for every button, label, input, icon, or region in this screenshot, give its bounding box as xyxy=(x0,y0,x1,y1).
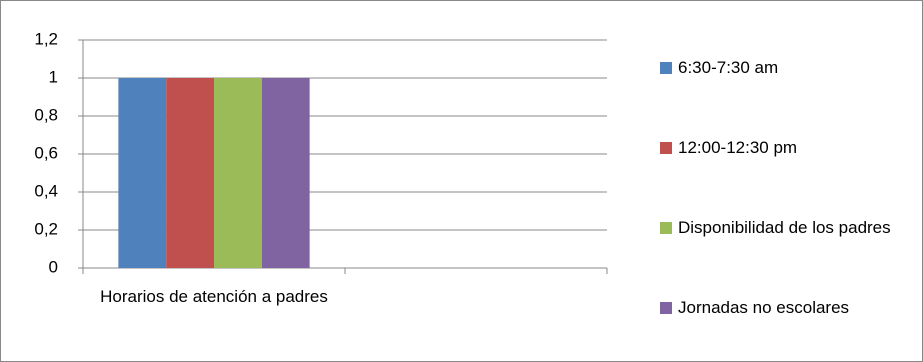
bar xyxy=(261,78,310,268)
legend-label: 6:30-7:30 am xyxy=(678,58,779,77)
legend-label: Disponibilidad de los padres xyxy=(678,218,891,237)
y-tick-label: 0,8 xyxy=(34,105,58,124)
legend-label: 12:00-12:30 pm xyxy=(678,138,798,157)
y-tick-label: 0,6 xyxy=(34,143,58,162)
x-tick-label: Horarios de atención a padres xyxy=(100,287,328,306)
legend-swatch xyxy=(660,62,672,74)
y-tick-label: 0,4 xyxy=(34,181,58,200)
legend-item: Disponibilidad de los padres xyxy=(660,215,920,241)
y-tick-label: 1 xyxy=(49,67,58,86)
bar xyxy=(166,78,214,268)
legend-item: Jornadas no escolares xyxy=(660,295,920,321)
legend-swatch xyxy=(660,302,672,314)
legend-item: 6:30-7:30 am xyxy=(660,55,920,81)
legend-swatch xyxy=(660,142,672,154)
legend: 6:30-7:30 am 12:00-12:30 pm Disponibilidad… xyxy=(660,28,920,348)
legend-label: Jornadas no escolares xyxy=(678,298,850,317)
legend-item: 12:00-12:30 pm xyxy=(660,135,920,161)
bar xyxy=(118,78,167,268)
y-tick-label: 1,2 xyxy=(34,29,58,48)
legend-swatch xyxy=(660,222,672,234)
y-tick-label: 0,2 xyxy=(34,219,58,238)
bar xyxy=(214,78,262,268)
y-tick-label: 0 xyxy=(49,257,58,276)
